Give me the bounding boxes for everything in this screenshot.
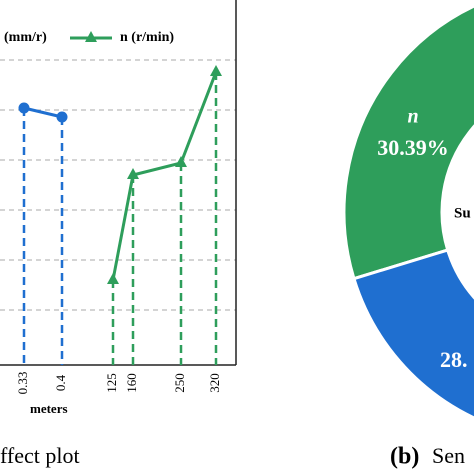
marker [18, 102, 30, 114]
caption: Sen [432, 443, 465, 468]
marker [175, 156, 187, 167]
legend-label: n (r/min) [120, 30, 174, 45]
center-label: Su [454, 205, 471, 221]
x-tick-label: 125 [104, 373, 119, 393]
segment-label: n [407, 106, 418, 128]
marker [107, 273, 119, 284]
legend-label: (mm/r) [4, 30, 47, 45]
data-label: 30.39% [377, 135, 449, 160]
x-tick-label: 160 [124, 373, 139, 393]
marker [210, 65, 222, 76]
series-line [111, 71, 218, 281]
x-tick-label: 0.4 [53, 374, 68, 391]
data-label: 28. [440, 347, 468, 372]
caption: ffect plot [0, 443, 80, 468]
x-axis-label: meters [30, 401, 68, 416]
x-tick-label: 250 [172, 373, 187, 393]
series-line [23, 106, 63, 119]
donut-segment [342, 4, 474, 281]
marker [127, 168, 139, 179]
donut-segment [352, 248, 474, 420]
x-tick-label: 0.33 [15, 372, 30, 395]
legend-swatch [85, 31, 97, 42]
marker [56, 111, 68, 123]
caption-label: (b) [390, 444, 419, 470]
x-tick-label: 320 [207, 373, 222, 393]
